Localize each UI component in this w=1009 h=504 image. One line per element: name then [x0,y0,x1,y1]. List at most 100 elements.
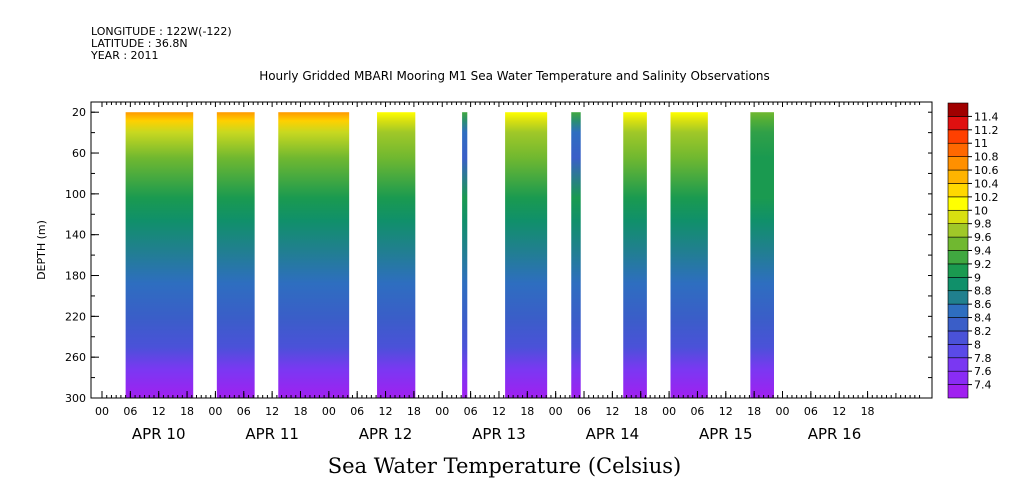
x-hour-label: 18 [861,405,875,418]
colorbar-label: 9.2 [974,258,992,271]
y-axis-title: DEPTH (m) [35,220,48,280]
colorbar-label: 7.4 [974,379,992,392]
colorbar-label: 10.2 [974,191,999,204]
colorbar-label: 9.6 [974,231,992,244]
x-hour-label: 06 [804,405,818,418]
colorbar-label: 10.4 [974,177,999,190]
y-tick-label: 220 [65,310,86,323]
x-day-label: APR 14 [586,425,640,443]
x-hour-label: 18 [520,405,534,418]
x-hour-label: 18 [180,405,194,418]
x-hour-label: 12 [719,405,733,418]
colorbar-swatch [947,277,969,292]
x-hour-label: 18 [407,405,421,418]
x-hour-label: 06 [464,405,478,418]
data-segment [505,112,548,398]
colorbar-swatch [947,102,969,117]
x-hour-label: 12 [605,405,619,418]
colorbar-swatch [947,223,969,238]
x-day-label: APR 11 [245,425,299,443]
colorbar-label: 11.4 [974,110,999,123]
data-segment [750,112,774,398]
colorbar-swatch [947,169,969,184]
x-hour-label: 12 [492,405,506,418]
x-day-label: APR 10 [132,425,186,443]
colorbar-swatch [947,196,969,211]
colorbar-label: 7.6 [974,365,992,378]
colorbar-swatch [947,263,969,278]
chart-title: Hourly Gridded MBARI Mooring M1 Sea Wate… [259,69,770,83]
colorbar-swatch [947,303,969,318]
x-hour-label: 00 [322,405,336,418]
y-tick-label: 300 [65,392,86,405]
colorbar-label: 9.8 [974,218,992,231]
colorbar-swatch [947,209,969,224]
data-segment [216,112,255,398]
x-hour-label: 12 [152,405,166,418]
colorbar-label: 11.2 [974,124,999,137]
x-hour-label: 18 [293,405,307,418]
colorbar: 7.47.67.888.28.48.68.899.29.49.69.81010.… [947,102,999,399]
latitude-label: LATITUDE : 36.8N [91,37,188,50]
data-segment [670,112,708,398]
x-hour-label: 12 [379,405,393,418]
x-day-label: APR 13 [472,425,526,443]
x-hour-label: 12 [265,405,279,418]
data-segments [125,112,774,398]
colorbar-label: 9 [974,271,981,284]
x-hour-label: 00 [95,405,109,418]
data-segment [571,112,581,398]
x-day-label: APR 15 [699,425,753,443]
colorbar-swatch [947,116,969,131]
x-day-label: APR 12 [359,425,413,443]
x-hour-label: 00 [208,405,222,418]
x-hour-label: 00 [662,405,676,418]
data-segment [462,112,468,398]
x-hour-label: 06 [577,405,591,418]
colorbar-label: 8.6 [974,298,992,311]
colorbar-label: 8 [974,338,981,351]
colorbar-label: 8.2 [974,325,992,338]
x-hour-label: 06 [237,405,251,418]
colorbar-swatch [947,344,969,359]
colorbar-swatch [947,156,969,171]
x-hour-label: 00 [776,405,790,418]
x-hour-label: 12 [832,405,846,418]
colorbar-label: 7.8 [974,352,992,365]
colorbar-swatch [947,250,969,265]
colorbar-label: 8.8 [974,285,992,298]
colorbar-label: 9.4 [974,245,992,258]
x-hour-label: 06 [123,405,137,418]
colorbar-label: 10.6 [974,164,999,177]
y-tick-label: 20 [72,106,86,119]
x-hour-label: 18 [747,405,761,418]
x-hour-label: 06 [690,405,704,418]
colorbar-swatch [947,370,969,385]
colorbar-label: 10.8 [974,151,999,164]
y-tick-label: 180 [65,270,86,283]
data-segment [278,112,350,398]
colorbar-label: 11 [974,137,988,150]
data-segment [623,112,647,398]
colorbar-swatch [947,290,969,305]
x-hour-label: 00 [435,405,449,418]
colorbar-swatch [947,317,969,332]
data-segment [125,112,194,398]
colorbar-swatch [947,129,969,144]
plot-axes: 00 06 12 18 00 06 12 18 00 06 12 18 00 06 12 18 00 06 12 18… [35,101,933,443]
x-hour-label: 00 [549,405,563,418]
year-label: YEAR : 2011 [91,49,159,62]
x-hour-label: 18 [634,405,648,418]
colorbar-swatch [947,384,969,399]
plot-frame [90,101,933,399]
colorbar-swatch [947,142,969,157]
colorbar-swatch [947,330,969,345]
colorbar-swatch [947,183,969,198]
y-tick-label: 100 [65,188,86,201]
colorbar-swatch [947,357,969,372]
y-tick-label: 260 [65,351,86,364]
x-axis-title: Sea Water Temperature (Celsius) [327,454,682,478]
data-segment [377,112,416,398]
colorbar-label: 10 [974,204,988,217]
